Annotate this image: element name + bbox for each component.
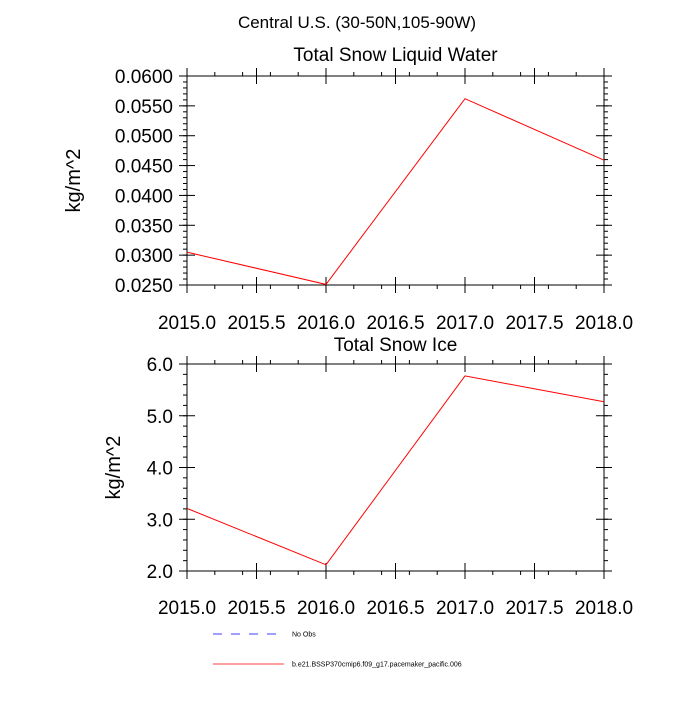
- figure-suptitle: Central U.S. (30-50N,105-90W): [238, 13, 476, 32]
- plot-title: Total Snow Liquid Water: [293, 45, 498, 66]
- y-tick-label: 0.0600: [115, 67, 173, 88]
- y-tick-label: 2.0: [147, 562, 173, 583]
- y-tick-label: 5.0: [147, 407, 173, 428]
- y-tick-label: 4.0: [147, 459, 173, 480]
- series-line-1: [186, 375, 605, 566]
- y-axis-label: kg/m^2: [103, 436, 125, 500]
- x-tick-label: 2017.5: [505, 598, 563, 619]
- x-tick-label: 2016.5: [366, 598, 424, 619]
- x-tick-label: 2017.0: [436, 598, 494, 619]
- x-tick-label: 2015.0: [158, 313, 216, 334]
- y-tick-label: 0.0550: [115, 97, 173, 118]
- legend-label-2: b.e21.BSSP370cmip6.f09_g17.pacemaker_pac…: [292, 662, 462, 669]
- plot-frame: [186, 75, 605, 286]
- legend: No Obs b.e21.BSSP370cmip6.f09_g17.pacemak…: [213, 632, 462, 669]
- y-axis-label: kg/m^2: [63, 149, 85, 213]
- x-tick-label: 2018.0: [575, 313, 633, 334]
- plot-panel-2: Total Snow Ice kg/m^2 2.0 3.0 4.0 5.0 6.0 2015.…: [103, 335, 633, 619]
- plot-panel-1: Total Snow Liquid Water kg/m^2 0.0250 0.030…: [63, 45, 633, 334]
- plot-title: Total Snow Ice: [334, 335, 458, 356]
- y-tick-label: 0.0500: [115, 127, 173, 148]
- x-tick-label: 2017.0: [436, 313, 494, 334]
- y-tick-label: 0.0250: [115, 276, 173, 297]
- y-tick-label: 0.0450: [115, 157, 173, 178]
- y-tick-label: 0.0400: [115, 186, 173, 207]
- plot-frame: [186, 363, 605, 572]
- x-tick-label: 2015.5: [227, 313, 285, 334]
- x-tick-label: 2015.5: [227, 598, 285, 619]
- x-tick-label: 2017.5: [505, 313, 563, 334]
- x-tick-label: 2016.0: [297, 598, 355, 619]
- y-tick-label: 3.0: [147, 510, 173, 531]
- x-tick-label: 2015.0: [158, 598, 216, 619]
- y-tick-label: 0.0350: [115, 216, 173, 237]
- y-tick-label: 6.0: [147, 355, 173, 376]
- x-tick-label: 2018.0: [575, 598, 633, 619]
- x-tick-label: 2016.0: [297, 313, 355, 334]
- legend-label-1: No Obs: [292, 632, 316, 639]
- y-tick-label: 0.0300: [115, 246, 173, 267]
- x-tick-label: 2016.5: [366, 313, 424, 334]
- series-line-1: [186, 98, 605, 285]
